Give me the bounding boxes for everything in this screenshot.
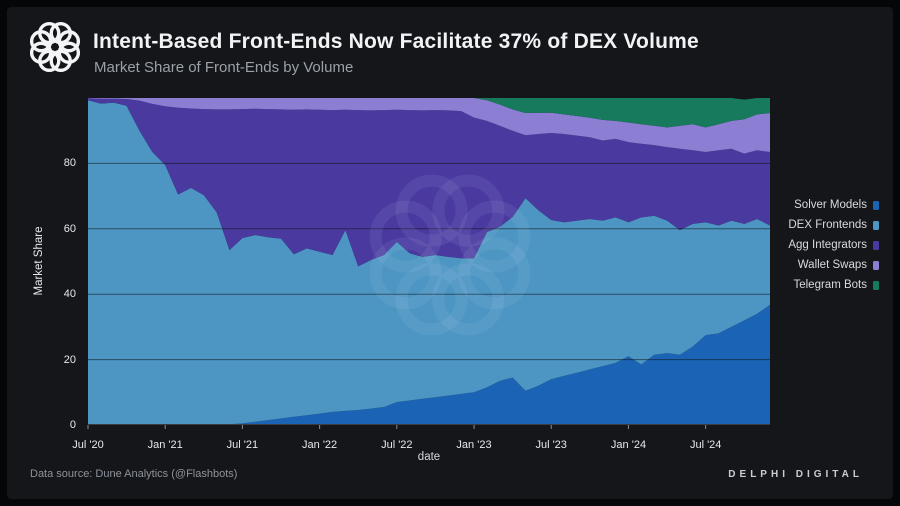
x-tick-label: Jan '24 bbox=[610, 439, 647, 451]
delphi-logo-icon bbox=[29, 21, 81, 73]
chart-subtitle: Market Share of Front-Ends by Volume bbox=[94, 59, 354, 76]
x-axis-title: date bbox=[417, 451, 441, 463]
legend-label: Solver Models bbox=[794, 199, 867, 211]
legend-item-telegram-bots[interactable]: Telegram Bots bbox=[793, 279, 879, 292]
stacked-area-chart bbox=[87, 98, 770, 429]
y-tick-label: 80 bbox=[63, 157, 76, 170]
area-wallet-swaps bbox=[88, 98, 770, 154]
plot-area bbox=[87, 98, 770, 429]
x-tick-label: Jul '22 bbox=[381, 439, 413, 451]
legend-item-dex-frontends[interactable]: DEX Frontends bbox=[788, 219, 879, 232]
legend-marker-icon bbox=[873, 261, 879, 270]
x-tick-label: Jul '23 bbox=[535, 439, 567, 451]
legend: Solver Models DEX Frontends Agg Integrator… bbox=[788, 199, 879, 292]
y-tick-label: 0 bbox=[69, 419, 76, 431]
legend-label: DEX Frontends bbox=[788, 219, 867, 231]
x-tick-label: Jan '21 bbox=[147, 439, 183, 451]
legend-item-agg-integrators[interactable]: Agg Integrators bbox=[788, 239, 879, 252]
area-dex-frontends bbox=[88, 100, 770, 426]
legend-label: Wallet Swaps bbox=[797, 259, 867, 271]
y-axis: 0 20 40 60 80 bbox=[38, 98, 76, 431]
x-tick-label: Jul '24 bbox=[689, 439, 722, 451]
legend-label: Telegram Bots bbox=[793, 279, 867, 291]
x-tick-label: Jan '23 bbox=[456, 439, 492, 451]
y-tick-label: 20 bbox=[63, 353, 76, 366]
chart-panel: Intent-Based Front-Ends Now Facilitate 3… bbox=[7, 7, 893, 499]
area-solver-models bbox=[88, 304, 770, 425]
legend-marker-icon bbox=[873, 221, 879, 230]
legend-marker-icon bbox=[873, 201, 879, 210]
area-agg-integrators bbox=[88, 98, 770, 267]
x-tick-label: Jan '22 bbox=[302, 439, 338, 451]
legend-label: Agg Integrators bbox=[788, 239, 867, 251]
x-tick-label: Jul '20 bbox=[72, 439, 104, 451]
y-tick-label: 60 bbox=[63, 222, 76, 235]
data-source: Data source: Dune Analytics (@Flashbots) bbox=[30, 468, 238, 480]
legend-item-wallet-swaps[interactable]: Wallet Swaps bbox=[798, 259, 879, 272]
brand-wordmark: DELPHI DIGITAL bbox=[728, 469, 863, 480]
x-axis: Jul '20 Jan '21 Jul '21 Jan '22 Jul '22 Jan '… bbox=[72, 433, 770, 451]
legend-marker-icon bbox=[873, 281, 879, 290]
area-telegram-bots bbox=[88, 98, 770, 128]
y-tick-label: 40 bbox=[63, 288, 76, 301]
chart-title: Intent-Based Front-Ends Now Facilitate 3… bbox=[93, 30, 699, 53]
legend-marker-icon bbox=[873, 241, 879, 250]
legend-item-solver-models[interactable]: Solver Models bbox=[794, 199, 879, 212]
x-tick-label: Jul '21 bbox=[226, 439, 259, 451]
